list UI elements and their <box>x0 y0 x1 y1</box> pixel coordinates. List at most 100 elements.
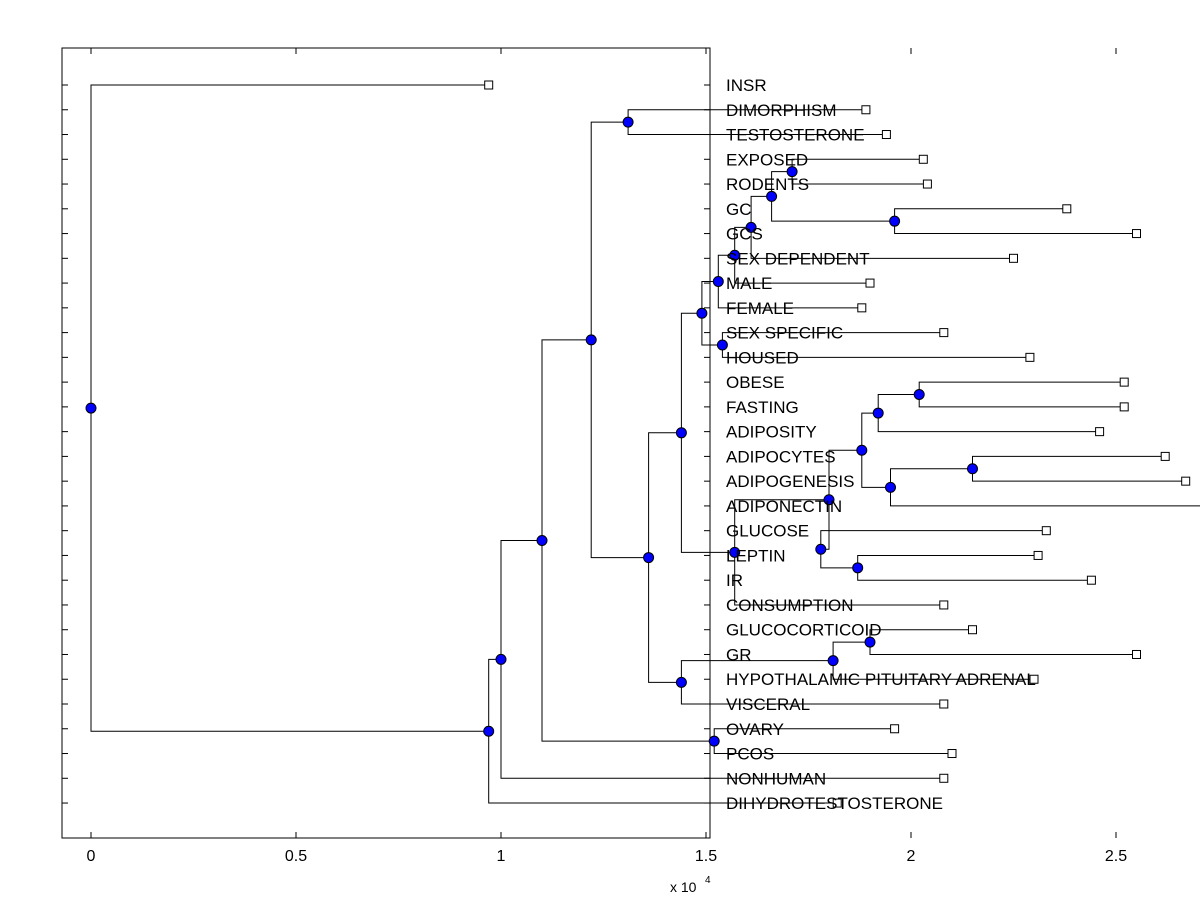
x-tick-marks <box>90 48 1117 838</box>
merge-node <box>585 334 597 346</box>
dendrogram-link <box>877 394 920 414</box>
dendrogram-link <box>869 629 973 643</box>
leaf-label: MALE <box>726 274 772 293</box>
leaf-marker <box>1009 253 1018 263</box>
dendrogram-link <box>861 450 891 488</box>
merge-node <box>786 166 798 178</box>
dendrogram-link <box>894 208 1067 222</box>
leaf-marker <box>947 749 957 759</box>
leaf-label: GLUCOCORTICOID <box>726 621 882 640</box>
leaf-marker <box>922 179 932 189</box>
x-tick-label: 0.5 <box>285 848 307 865</box>
leaf-label: EXPOSED <box>726 150 808 169</box>
leaf-label: SEX DEPENDENT <box>726 249 870 268</box>
leaf-marker <box>939 773 949 783</box>
leaf-label: ADIPOSITY <box>726 423 817 442</box>
dendrogram-link <box>488 731 838 804</box>
merge-node-markers <box>85 116 978 747</box>
leaf-label: NONHUMAN <box>726 769 826 788</box>
merge-node <box>766 190 778 202</box>
leaf-label: DIMORPHISM <box>726 101 837 120</box>
leaf-marker <box>1095 427 1105 437</box>
plot-frame <box>61 47 711 839</box>
dendrogram-link <box>717 281 862 309</box>
leaf-label: HYPOTHALAMIC PITUITARY ADRENAL <box>726 670 1036 689</box>
dendrogram-link <box>648 432 682 558</box>
leaf-label: DIHYDROTESTOSTERONE <box>726 794 943 813</box>
leaf-marker <box>1132 649 1141 659</box>
leaf-marker <box>1181 476 1191 486</box>
leaf-label: OBESE <box>726 373 785 392</box>
merge-node <box>864 636 876 648</box>
leaf-marker <box>939 600 949 610</box>
dendrogram-link <box>488 658 501 732</box>
dendrogram-link <box>791 158 924 172</box>
dendrogram-link <box>972 455 1166 469</box>
dendrogram-link <box>857 567 1092 581</box>
merge-node <box>643 552 655 564</box>
merge-node <box>815 543 827 555</box>
dendrogram-link <box>750 195 772 228</box>
leaf-label: SEX SPECIFIC <box>726 324 843 343</box>
y-tick-marks <box>62 84 710 804</box>
leaf-label: ADIPOCYTES <box>726 447 836 466</box>
dendrogram-link <box>500 659 944 779</box>
dendrogram-link <box>832 641 870 661</box>
dendrogram-link <box>680 312 702 433</box>
merge-node <box>967 463 978 475</box>
dendrogram-link <box>771 196 895 222</box>
leaf-marker <box>1062 204 1072 214</box>
merge-node <box>536 534 548 546</box>
leaf-marker <box>861 105 871 115</box>
dendrogram-link <box>680 432 735 553</box>
merge-node <box>622 116 634 128</box>
dendrogram-link <box>541 540 715 742</box>
merge-node <box>675 676 687 688</box>
dendrogram-link <box>791 171 928 185</box>
leaf-marker <box>1119 402 1129 412</box>
leaf-label: FASTING <box>726 398 799 417</box>
dendrogram-link <box>701 313 723 346</box>
dendrogram-link <box>918 394 1125 408</box>
leaf-marker <box>1119 377 1129 387</box>
leaf-label: PCOS <box>726 745 774 764</box>
dendrogram-link <box>734 255 870 284</box>
merge-node <box>885 481 896 493</box>
merge-node <box>852 562 864 574</box>
dendrogram-link <box>734 552 944 606</box>
merge-node <box>712 276 724 288</box>
leaf-label: VISCERAL <box>726 695 810 714</box>
dendrogram-link <box>90 84 489 409</box>
dendrogram-link <box>877 413 1100 433</box>
merge-node <box>872 407 884 419</box>
merge-node <box>729 249 741 261</box>
dendrogram-link <box>771 171 793 197</box>
merge-node <box>745 221 757 233</box>
dendrogram-link <box>680 682 944 705</box>
dendrogram-link <box>869 642 1137 655</box>
merge-node <box>495 653 507 665</box>
leaf-label: ADIPOGENESIS <box>726 472 854 491</box>
x-tick-label: 1 <box>497 848 506 865</box>
leaf-label: CONSUMPTION <box>726 596 854 615</box>
dendrogram-link <box>90 408 489 732</box>
x-tick-label: 0 <box>87 848 96 865</box>
leaf-marker <box>1041 526 1051 536</box>
x-tick-labels: 00.511.522.53 <box>87 848 1128 865</box>
leaf-marker <box>484 80 494 90</box>
leaf-marker <box>832 798 842 808</box>
merge-node <box>85 402 97 414</box>
dendrogram-link <box>590 339 649 559</box>
dendrogram-link <box>500 539 542 660</box>
leaf-marker <box>1029 674 1039 684</box>
merge-node <box>827 655 839 667</box>
leaf-marker <box>939 699 949 709</box>
x-tick-label: 2.5 <box>1105 848 1127 865</box>
leaf-markers <box>484 80 1191 808</box>
leaf-marker <box>865 278 875 288</box>
leaf-marker <box>890 724 900 734</box>
leaf-label: INSR <box>726 76 767 95</box>
leaf-label: HOUSED <box>726 348 799 367</box>
dendrogram-link <box>894 221 1137 235</box>
